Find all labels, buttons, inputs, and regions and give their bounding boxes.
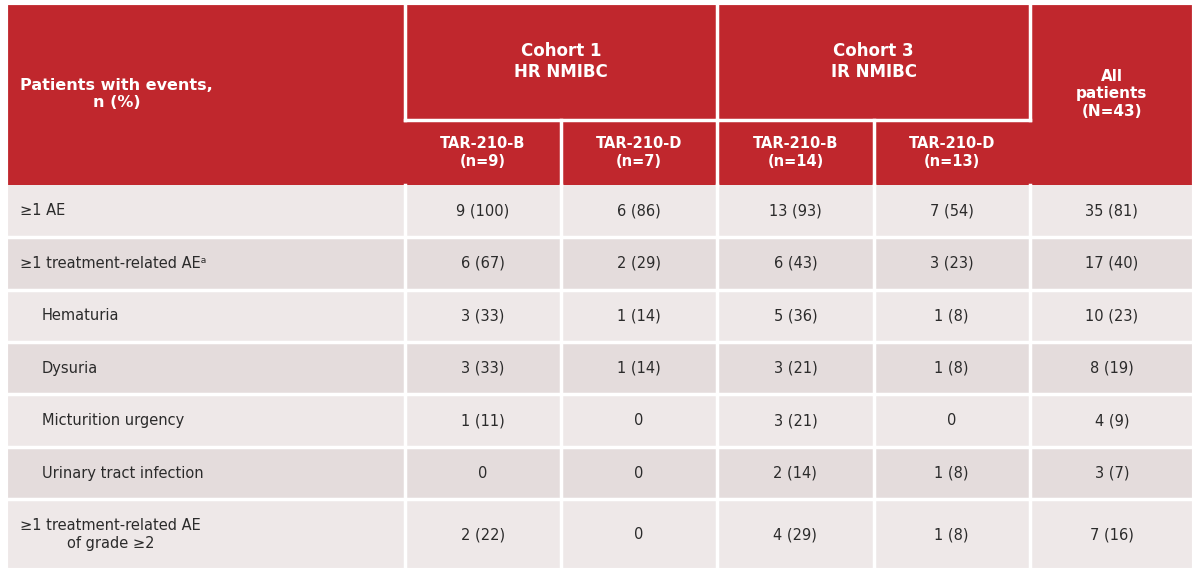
- Text: 1 (8): 1 (8): [935, 360, 968, 376]
- Text: 13 (93): 13 (93): [769, 203, 822, 218]
- Bar: [6, 499, 1194, 570]
- Text: 9 (100): 9 (100): [456, 203, 509, 218]
- Text: 1 (8): 1 (8): [935, 527, 968, 542]
- Text: 5 (36): 5 (36): [774, 308, 817, 323]
- Bar: [404, 120, 560, 185]
- Text: Hematuria: Hematuria: [42, 308, 120, 323]
- Text: 0: 0: [635, 413, 643, 428]
- Text: 3 (7): 3 (7): [1094, 465, 1129, 481]
- Text: Cohort 1
HR NMIBC: Cohort 1 HR NMIBC: [514, 42, 607, 81]
- Text: ≥1 treatment-related AE
of grade ≥2: ≥1 treatment-related AE of grade ≥2: [20, 519, 202, 551]
- Text: 0: 0: [478, 465, 487, 481]
- Text: Dysuria: Dysuria: [42, 360, 98, 376]
- Text: 4 (29): 4 (29): [774, 527, 817, 542]
- Text: 1 (8): 1 (8): [935, 465, 968, 481]
- Text: All
patients
(N=43): All patients (N=43): [1076, 69, 1147, 119]
- Text: 3 (23): 3 (23): [930, 256, 973, 271]
- Text: 4 (9): 4 (9): [1094, 413, 1129, 428]
- Text: 0: 0: [635, 465, 643, 481]
- Text: 1 (14): 1 (14): [617, 308, 661, 323]
- Text: 3 (33): 3 (33): [461, 308, 504, 323]
- Text: 6 (43): 6 (43): [774, 256, 817, 271]
- Text: Micturition urgency: Micturition urgency: [42, 413, 185, 428]
- Text: Patients with events,
n (%): Patients with events, n (%): [20, 77, 214, 110]
- Bar: [1030, 3, 1194, 185]
- Text: 6 (86): 6 (86): [617, 203, 661, 218]
- Text: 7 (16): 7 (16): [1090, 527, 1134, 542]
- Bar: [6, 342, 1194, 394]
- Bar: [6, 289, 1194, 342]
- Text: 6 (67): 6 (67): [461, 256, 505, 271]
- Text: 35 (81): 35 (81): [1086, 203, 1139, 218]
- Text: 1 (11): 1 (11): [461, 413, 505, 428]
- Text: TAR-210-B
(n=9): TAR-210-B (n=9): [440, 136, 526, 168]
- Bar: [6, 185, 1194, 237]
- Text: 17 (40): 17 (40): [1085, 256, 1139, 271]
- Text: 8 (19): 8 (19): [1090, 360, 1134, 376]
- Text: 3 (33): 3 (33): [461, 360, 504, 376]
- Text: TAR-210-D
(n=13): TAR-210-D (n=13): [908, 136, 995, 168]
- Text: TAR-210-B
(n=14): TAR-210-B (n=14): [752, 136, 838, 168]
- Text: 2 (29): 2 (29): [617, 256, 661, 271]
- Bar: [718, 3, 1030, 120]
- Bar: [874, 120, 1030, 185]
- Text: 2 (14): 2 (14): [774, 465, 817, 481]
- Text: 10 (23): 10 (23): [1085, 308, 1139, 323]
- Text: TAR-210-D
(n=7): TAR-210-D (n=7): [596, 136, 683, 168]
- Text: 1 (14): 1 (14): [617, 360, 661, 376]
- Text: 3 (21): 3 (21): [774, 413, 817, 428]
- Text: 3 (21): 3 (21): [774, 360, 817, 376]
- Text: 1 (8): 1 (8): [935, 308, 968, 323]
- Bar: [6, 3, 404, 185]
- Text: Cohort 3
IR NMIBC: Cohort 3 IR NMIBC: [830, 42, 917, 81]
- Bar: [560, 120, 718, 185]
- Bar: [6, 447, 1194, 499]
- Text: 0: 0: [635, 527, 643, 542]
- Text: 2 (22): 2 (22): [461, 527, 505, 542]
- Text: 0: 0: [947, 413, 956, 428]
- Bar: [6, 394, 1194, 447]
- Bar: [6, 237, 1194, 289]
- Text: ≥1 treatment-related AEᵃ: ≥1 treatment-related AEᵃ: [20, 256, 206, 271]
- Bar: [718, 120, 874, 185]
- Text: Urinary tract infection: Urinary tract infection: [42, 465, 204, 481]
- Text: 7 (54): 7 (54): [930, 203, 973, 218]
- Text: ≥1 AE: ≥1 AE: [20, 203, 66, 218]
- Bar: [404, 3, 718, 120]
